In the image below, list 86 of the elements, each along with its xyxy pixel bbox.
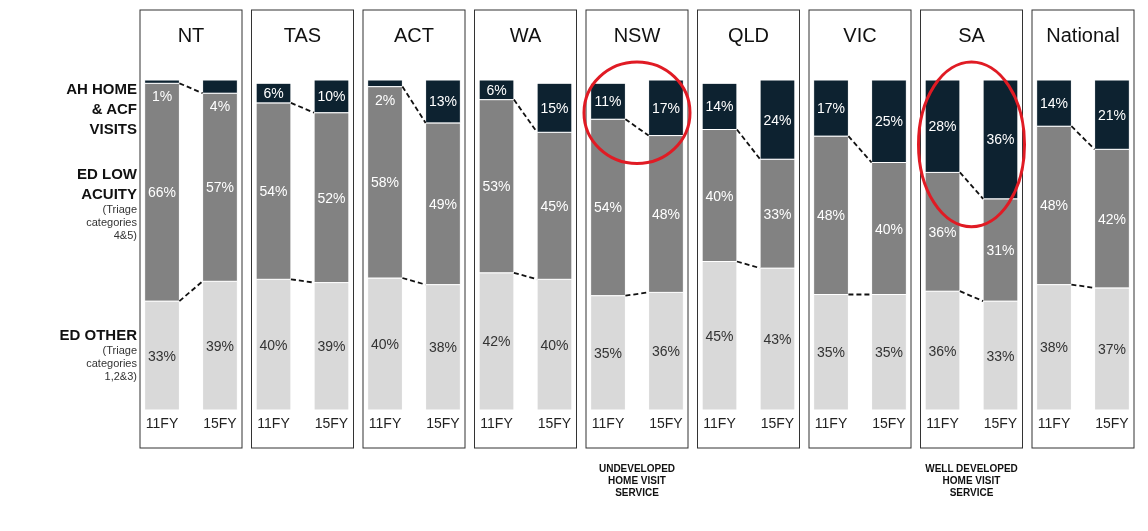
data-label: 36% bbox=[651, 343, 680, 360]
data-label: 40% bbox=[874, 220, 903, 237]
data-label: 39% bbox=[205, 337, 234, 354]
data-label: 11% bbox=[594, 93, 622, 110]
x-tick-label: 15FY bbox=[983, 415, 1018, 431]
data-label: 4% bbox=[209, 98, 231, 115]
x-tick-label: 15FY bbox=[649, 415, 684, 431]
data-label: 31% bbox=[986, 241, 1015, 258]
data-label: 13% bbox=[428, 93, 457, 110]
series-label: AH HOME & ACF VISITS bbox=[66, 80, 137, 137]
data-label: 40% bbox=[540, 336, 569, 353]
data-label: 6% bbox=[486, 81, 507, 98]
x-tick-label: 11FY bbox=[368, 415, 402, 431]
data-label: 40% bbox=[371, 336, 400, 352]
data-label: 39% bbox=[317, 338, 346, 355]
x-tick-label: 11FY bbox=[814, 415, 848, 431]
data-label: 66% bbox=[148, 184, 177, 201]
x-tick-label: 11FY bbox=[591, 415, 625, 431]
x-tick-label: 11FY bbox=[703, 415, 737, 431]
data-label: 38% bbox=[1040, 339, 1069, 356]
x-tick-label: 15FY bbox=[537, 415, 572, 431]
chart-title: VIC bbox=[843, 24, 877, 46]
series-label: ED LOW ACUITY (Triage categories 4&5) bbox=[77, 165, 138, 241]
chart-title: SA bbox=[958, 24, 986, 46]
data-label: 53% bbox=[482, 178, 511, 195]
x-tick-label: 15FY bbox=[203, 415, 238, 431]
data-label: 33% bbox=[148, 347, 177, 364]
data-label: 1% bbox=[151, 88, 173, 105]
chart-title: TAS bbox=[283, 24, 322, 46]
data-label: 28% bbox=[928, 118, 957, 135]
data-label: 14% bbox=[705, 98, 734, 115]
data-label: 58% bbox=[371, 174, 400, 191]
data-label: 37% bbox=[1097, 340, 1126, 357]
data-label: 42% bbox=[1097, 210, 1126, 227]
data-label: 43% bbox=[763, 331, 792, 348]
data-label: 38% bbox=[428, 339, 457, 356]
x-tick-label: 11FY bbox=[145, 415, 179, 431]
data-label: 54% bbox=[594, 199, 623, 216]
data-label: 48% bbox=[817, 207, 846, 224]
x-tick-label: 15FY bbox=[760, 415, 795, 431]
data-label: 15% bbox=[540, 99, 569, 116]
data-label: 57% bbox=[205, 179, 234, 196]
text: WELL DEVELOPED HOME VISIT SERVICE bbox=[925, 463, 1018, 498]
chart-title: QLD bbox=[727, 24, 770, 46]
data-label: 35% bbox=[817, 344, 846, 361]
chart-title: ACT bbox=[394, 24, 434, 46]
data-label: 40% bbox=[705, 187, 734, 204]
data-label: 42% bbox=[482, 333, 511, 350]
data-label: 49% bbox=[428, 195, 457, 212]
data-label: 17% bbox=[817, 100, 846, 117]
data-label: 35% bbox=[594, 344, 623, 361]
data-label: 21% bbox=[1097, 106, 1126, 123]
data-label: 33% bbox=[986, 347, 1015, 364]
x-tick-label: 15FY bbox=[1095, 415, 1130, 431]
chart-title: NT bbox=[177, 24, 205, 46]
data-label: 33% bbox=[763, 205, 792, 222]
x-tick-label: 11FY bbox=[1037, 415, 1071, 431]
data-label: 36% bbox=[986, 131, 1015, 148]
data-label: 36% bbox=[928, 223, 957, 240]
x-tick-label: 15FY bbox=[872, 415, 907, 431]
data-label: 45% bbox=[540, 197, 569, 214]
data-label: 35% bbox=[874, 344, 903, 361]
data-label: 48% bbox=[651, 205, 680, 222]
chart-title: National bbox=[1046, 24, 1120, 46]
data-label: 10% bbox=[317, 88, 346, 105]
x-tick-label: 15FY bbox=[426, 415, 461, 431]
data-label: 6% bbox=[263, 85, 284, 102]
data-label: 25% bbox=[874, 113, 903, 130]
x-tick-label: 11FY bbox=[926, 415, 960, 431]
data-label: 48% bbox=[1040, 197, 1069, 214]
data-label: 52% bbox=[317, 189, 346, 206]
series-label: ED OTHER (Triage categories 1,2&3) bbox=[59, 326, 138, 383]
data-label: 17% bbox=[651, 99, 680, 116]
x-tick-label: 15FY bbox=[314, 415, 349, 431]
data-label: 24% bbox=[763, 111, 792, 128]
x-tick-label: 11FY bbox=[480, 415, 514, 431]
x-tick-label: 11FY bbox=[257, 415, 291, 431]
data-label: 14% bbox=[1040, 95, 1069, 112]
data-label: 45% bbox=[705, 327, 734, 344]
text: UNDEVELOPED HOME VISIT SERVICE bbox=[598, 463, 676, 498]
data-label: 2% bbox=[374, 91, 396, 108]
data-label: 36% bbox=[928, 342, 957, 359]
data-label: 54% bbox=[259, 183, 288, 200]
data-label: 40% bbox=[259, 336, 288, 353]
chart-title: NSW bbox=[613, 24, 661, 46]
chart-title: WA bbox=[509, 24, 542, 46]
